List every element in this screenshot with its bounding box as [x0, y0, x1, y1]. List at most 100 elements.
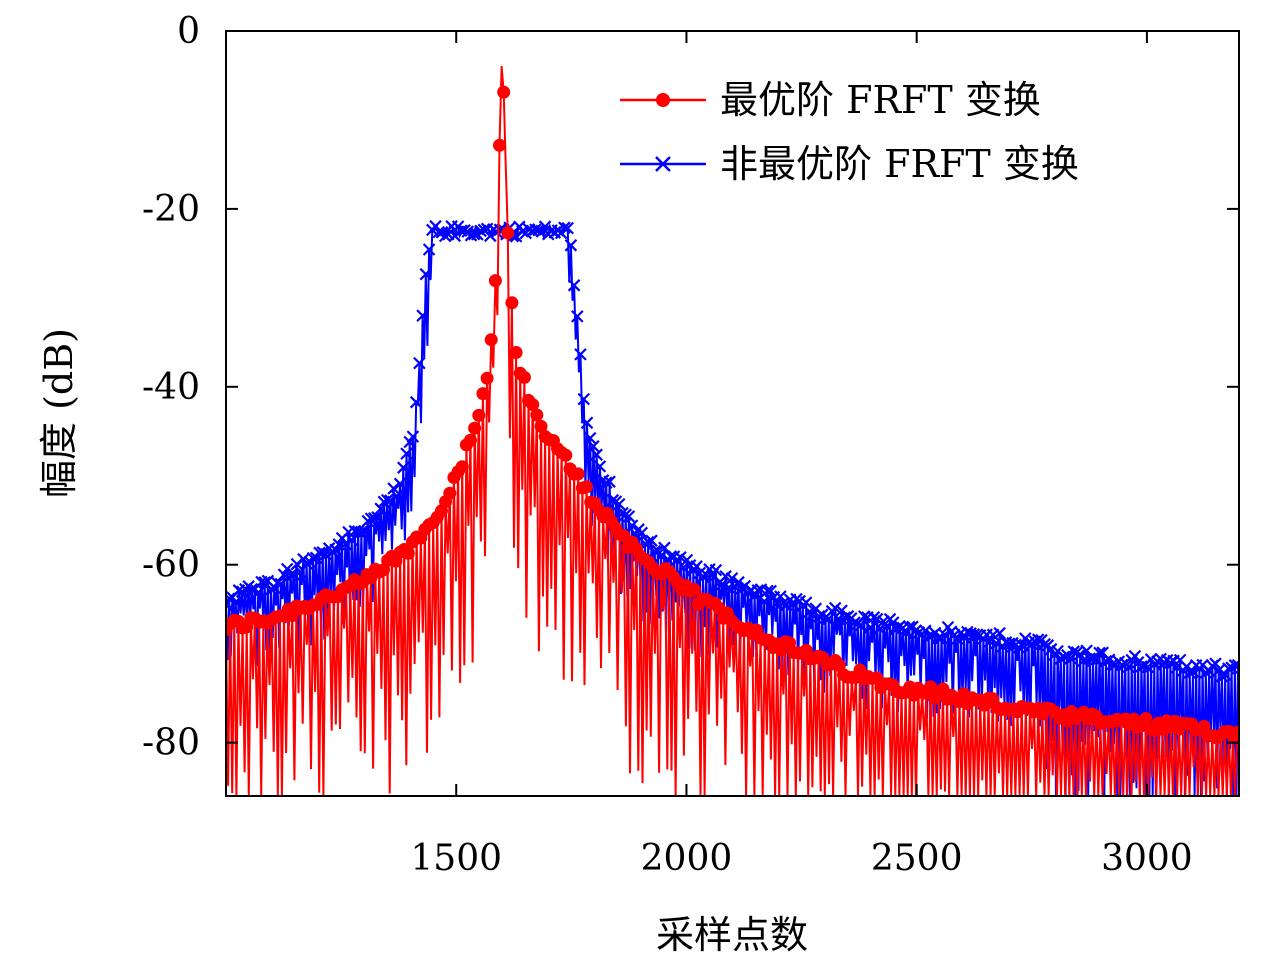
series-2-point	[393, 477, 407, 491]
series-2-point	[371, 511, 384, 524]
series-2-point	[538, 220, 552, 233]
series-2-point	[284, 568, 297, 582]
legend-marker-series-1	[656, 93, 670, 107]
series-2-point	[938, 628, 952, 642]
series-1-point	[530, 408, 544, 422]
series-1-point	[501, 226, 515, 240]
series-2-point	[648, 545, 661, 558]
series-2-point	[774, 590, 787, 603]
series-2-point	[532, 223, 545, 237]
series-2-point	[751, 584, 765, 597]
y-tick-label-1: -20	[142, 189, 200, 230]
series-2-point	[384, 494, 397, 507]
series-2-point	[390, 489, 404, 503]
series-1-point	[509, 346, 523, 359]
series-2-point	[484, 229, 497, 243]
series-1-point	[580, 480, 593, 494]
series-2-point	[567, 279, 581, 292]
series-1-point	[1230, 725, 1239, 739]
y-tick-label-3: -60	[142, 545, 200, 586]
ticks-layer: 1500 2000 2500 3000 0 -20 -40 -60 -80	[142, 11, 1239, 879]
series-2-point	[571, 310, 584, 323]
series-2-point	[600, 476, 613, 489]
series-1-point	[484, 333, 498, 347]
series-2-point	[654, 549, 668, 563]
series-2-point	[397, 461, 410, 474]
series-2-point	[970, 628, 984, 642]
series-1-point	[443, 486, 457, 500]
x-tick-label-0: 1500	[410, 838, 502, 879]
series-2-point	[674, 551, 687, 564]
series-1-point	[924, 680, 937, 694]
series-2-point	[1093, 646, 1106, 660]
series-2-point	[590, 448, 603, 461]
series-2-point	[293, 565, 307, 579]
series-2-point	[368, 512, 381, 525]
series-2-point	[622, 510, 636, 523]
series-1-point	[571, 467, 585, 481]
series-2-point	[245, 582, 259, 596]
series-2-point	[358, 524, 371, 538]
series-2-point	[961, 625, 974, 639]
series-2-point	[725, 572, 739, 585]
series-2-point	[606, 493, 620, 507]
series-1-point	[472, 408, 486, 422]
series-1-point	[493, 138, 506, 152]
series-2-point	[1222, 662, 1235, 675]
series-2-point	[387, 482, 400, 495]
x-tick-label-2: 2500	[871, 838, 963, 879]
series-2-point	[716, 577, 729, 591]
series-2-point	[1186, 665, 1200, 678]
series-2-point	[400, 447, 413, 460]
series-2-point	[645, 534, 658, 547]
series-2-point	[1212, 664, 1225, 677]
series-1-point	[401, 546, 415, 560]
series-2-point	[1031, 633, 1045, 646]
series-2-point	[577, 392, 591, 406]
series-2-point	[587, 440, 600, 453]
series-2-point	[1122, 660, 1135, 674]
legend-marker-series-2	[655, 156, 671, 172]
series-2-point	[709, 563, 723, 577]
series-2-point	[1099, 654, 1113, 668]
series-2-point	[848, 616, 861, 629]
series-2-point	[1209, 657, 1222, 670]
series-2	[226, 219, 1239, 796]
series-2-point	[732, 575, 745, 589]
series-1-point	[497, 85, 511, 99]
series-2-point	[635, 526, 649, 540]
legend: 最优阶 FRFT 变换 非最优阶 FRFT 变换	[620, 78, 1079, 186]
series-2-point	[319, 547, 333, 561]
series-2-point	[380, 493, 394, 507]
series-layer	[226, 66, 1239, 796]
series-2-point	[593, 460, 607, 473]
series-2-point	[564, 239, 578, 252]
legend-label-series-1: 最优阶 FRFT 变换	[720, 78, 1041, 122]
series-2-point	[422, 243, 436, 256]
series-2-point	[903, 620, 916, 634]
series-2-point	[822, 612, 835, 626]
series-2-point	[764, 584, 777, 598]
series-2-point	[416, 309, 429, 322]
series-1-point	[517, 370, 531, 384]
y-axis-title: 幅度 (dB)	[37, 328, 81, 498]
series-2-point	[993, 626, 1006, 640]
series-1-point	[464, 433, 477, 447]
series-2-point	[886, 616, 900, 629]
series-1	[226, 66, 1239, 796]
series-2-point	[932, 631, 945, 645]
series-1-point	[476, 387, 490, 401]
y-tick-label-2: -40	[142, 367, 200, 408]
series-2-point	[612, 497, 626, 511]
plot-frame	[225, 30, 1240, 797]
series-2-point	[580, 416, 594, 430]
series-2-point	[432, 225, 445, 239]
series-2-point	[271, 576, 284, 590]
x-tick-label-1: 2000	[641, 838, 733, 879]
series-2-point	[406, 430, 420, 443]
series-2-point	[561, 221, 574, 235]
series-2-point	[1073, 648, 1087, 661]
series-2-point	[641, 535, 655, 549]
series-2-point	[758, 595, 771, 608]
series-2-point	[274, 577, 288, 591]
